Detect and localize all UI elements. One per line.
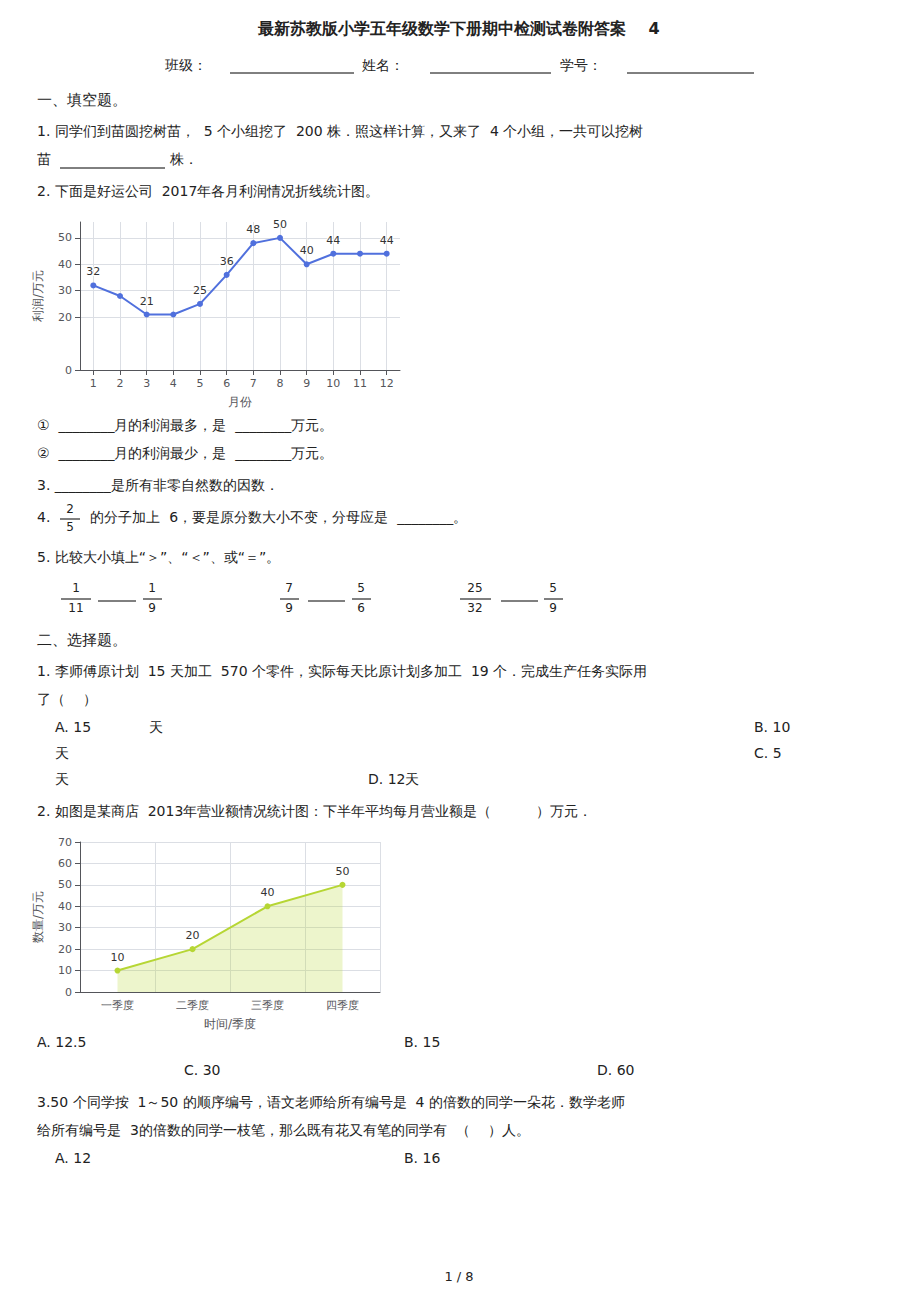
svg-text:A. 15 天: A. 15 天: [55, 719, 163, 735]
svg-text:株．: 株．: [169, 151, 198, 167]
svg-text:二季度: 二季度: [176, 999, 209, 1012]
svg-text:三季度: 三季度: [251, 999, 284, 1012]
svg-text:10: 10: [326, 377, 340, 390]
svg-text:11: 11: [353, 377, 367, 390]
svg-text:利润/万元: 利润/万元: [31, 270, 45, 322]
svg-text:了（ ）: 了（ ）: [37, 691, 97, 707]
svg-text:40: 40: [261, 886, 275, 899]
svg-text:12: 12: [380, 377, 394, 390]
svg-text:21: 21: [140, 295, 154, 308]
svg-text:班级：: 班级：: [165, 57, 207, 73]
svg-text:50: 50: [273, 218, 287, 231]
svg-text:给所有编号是 3的倍数的同学一枝笔，那么既有花又有笔的同学: 给所有编号是 3的倍数的同学一枝笔，那么既有花又有笔的同学有 （ ）人。: [37, 1122, 530, 1138]
svg-text:5: 5: [66, 520, 74, 534]
svg-text:5: 5: [357, 581, 365, 595]
svg-text:1. 李师傅原计划 15 天加工 570 个零件，实际每: 1. 李师傅原计划 15 天加工 570 个零件，实际每天比原计划多加工 19 …: [37, 663, 647, 679]
svg-text:的分子加上 6，要是原分数大小不变，分母应是 _____: 的分子加上 6，要是原分数大小不变，分母应是 ________。: [86, 509, 467, 525]
svg-text:7: 7: [285, 581, 293, 595]
svg-text:一季度: 一季度: [101, 999, 134, 1012]
svg-text:天: 天: [55, 771, 69, 787]
svg-text:D. 60: D. 60: [597, 1062, 635, 1078]
svg-text:10: 10: [111, 951, 125, 964]
svg-text:5: 5: [549, 581, 557, 595]
svg-text:9: 9: [303, 377, 310, 390]
svg-text:40: 40: [58, 900, 72, 913]
svg-text:一、填空题。: 一、填空题。: [37, 91, 127, 109]
svg-text:44: 44: [380, 234, 394, 247]
svg-text:最新苏教版小学五年级数学下册期中检测试卷附答案 4: 最新苏教版小学五年级数学下册期中检测试卷附答案 4: [257, 19, 659, 38]
svg-text:1: 1: [72, 581, 80, 595]
svg-text:44: 44: [326, 234, 340, 247]
svg-text:2: 2: [117, 377, 124, 390]
svg-text:11: 11: [68, 601, 83, 615]
svg-text:9: 9: [549, 601, 557, 615]
svg-text:1: 1: [148, 581, 156, 595]
svg-text:3: 3: [143, 377, 150, 390]
svg-text:7: 7: [250, 377, 257, 390]
svg-text:9: 9: [285, 601, 293, 615]
svg-text:B. 10: B. 10: [754, 719, 790, 735]
svg-text:40: 40: [58, 258, 72, 271]
svg-text:8: 8: [277, 377, 284, 390]
svg-text:苗: 苗: [37, 151, 55, 167]
svg-text:0: 0: [65, 986, 72, 999]
svg-text:四季度: 四季度: [326, 999, 359, 1012]
svg-text:D. 12天: D. 12天: [368, 771, 420, 787]
svg-text:3.50 个同学按 1～50 的顺序编号，语文老师给所有编: 3.50 个同学按 1～50 的顺序编号，语文老师给所有编号是 4 的倍数的同学…: [37, 1094, 625, 1110]
svg-text:姓名：: 姓名：: [362, 57, 404, 73]
svg-text:2. 如图是某商店 2013年营业额情况统计图：下半年平均: 2. 如图是某商店 2013年营业额情况统计图：下半年平均每月营业额是（ ）万元…: [37, 803, 592, 819]
svg-text:月份: 月份: [228, 395, 252, 409]
svg-text:学号：: 学号：: [560, 57, 602, 73]
svg-text:9: 9: [148, 601, 156, 615]
svg-text:48: 48: [246, 223, 260, 236]
svg-text:5: 5: [197, 377, 204, 390]
svg-text:天: 天: [55, 745, 69, 761]
svg-text:二、选择题。: 二、选择题。: [37, 631, 127, 649]
svg-text:1. 同学们到苗圆挖树苗， 5 个小组挖了 200 株．: 1. 同学们到苗圆挖树苗， 5 个小组挖了 200 株．照这样计算，又来了 4 …: [37, 123, 643, 139]
svg-text:B. 16: B. 16: [404, 1150, 440, 1166]
svg-text:30: 30: [58, 921, 72, 934]
svg-text:1: 1: [90, 377, 97, 390]
svg-text:30: 30: [58, 284, 72, 297]
svg-text:20: 20: [58, 311, 72, 324]
svg-text:50: 50: [58, 231, 72, 244]
svg-text:5. 比较大小填上“＞”、“＜”、或“＝”。: 5. 比较大小填上“＞”、“＜”、或“＝”。: [37, 549, 280, 565]
svg-text:时间/季度: 时间/季度: [204, 1017, 256, 1031]
svg-text:C. 30: C. 30: [184, 1062, 221, 1078]
svg-text:60: 60: [58, 857, 72, 870]
svg-text:6: 6: [223, 377, 230, 390]
svg-text:50: 50: [336, 865, 350, 878]
svg-text:B. 15: B. 15: [404, 1034, 440, 1050]
svg-text:50: 50: [58, 878, 72, 891]
svg-text:36: 36: [220, 255, 234, 268]
svg-text:A. 12: A. 12: [55, 1150, 91, 1166]
svg-text:2: 2: [66, 502, 74, 516]
svg-text:40: 40: [300, 244, 314, 257]
svg-text:数量/万元: 数量/万元: [31, 891, 45, 943]
svg-text:0: 0: [65, 364, 72, 377]
svg-text:1 / 8: 1 / 8: [444, 1269, 473, 1284]
svg-text:32: 32: [86, 265, 100, 278]
svg-text:4: 4: [170, 377, 177, 390]
svg-text:4.: 4.: [37, 509, 55, 525]
svg-text:① ________月的利润最多，是 ________万: ① ________月的利润最多，是 ________万元。: [37, 417, 333, 433]
svg-text:10: 10: [58, 964, 72, 977]
svg-text:6: 6: [357, 601, 365, 615]
svg-text:20: 20: [186, 929, 200, 942]
svg-text:C. 5: C. 5: [754, 745, 782, 761]
svg-text:3. ________是所有非零自然数的因数．: 3. ________是所有非零自然数的因数．: [37, 477, 279, 493]
svg-text:25: 25: [193, 284, 207, 297]
svg-text:2. 下面是好运公司 2017年各月利润情况折线统计图。: 2. 下面是好运公司 2017年各月利润情况折线统计图。: [37, 183, 379, 199]
svg-text:32: 32: [467, 601, 482, 615]
svg-text:25: 25: [467, 581, 482, 595]
svg-text:70: 70: [58, 836, 72, 849]
svg-text:② ________月的利润最少，是 ________万: ② ________月的利润最少，是 ________万元。: [37, 445, 333, 461]
svg-text:20: 20: [58, 943, 72, 956]
svg-text:A. 12.5: A. 12.5: [37, 1034, 86, 1050]
